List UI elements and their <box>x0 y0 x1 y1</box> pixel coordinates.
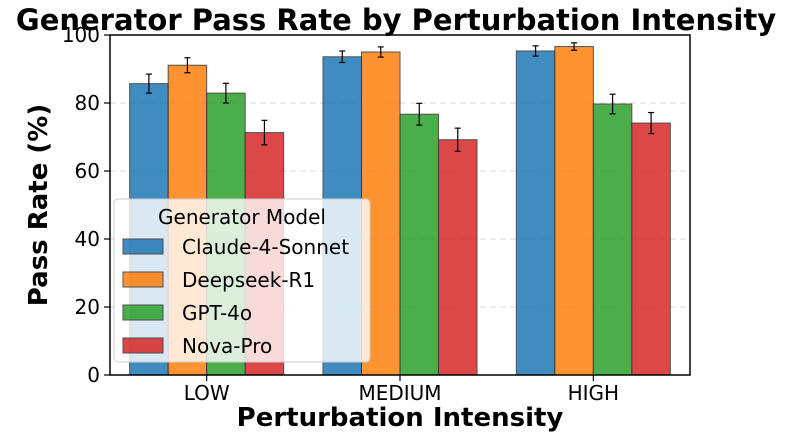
error-bar <box>532 45 539 57</box>
error-bar <box>339 50 346 64</box>
y-axis-label: Pass Rate (%) <box>24 104 54 306</box>
bar-gpt-4o-high <box>592 103 633 376</box>
x-tick-label: MEDIUM <box>358 381 441 405</box>
y-tick-label: 20 <box>75 295 100 319</box>
legend-label: Deepseek-R1 <box>182 268 315 292</box>
error-bar <box>648 111 655 135</box>
bar-nova-pro-medium <box>438 139 478 376</box>
error-bar <box>416 102 423 126</box>
x-tick-label: HIGH <box>568 381 619 405</box>
chart-title: Generator Pass Rate by Perturbation Inte… <box>16 3 776 37</box>
error-bar <box>261 119 268 146</box>
legend-title: Generator Model <box>158 205 326 229</box>
y-tick-label: 100 <box>62 23 100 47</box>
y-tick-label: 80 <box>75 91 100 115</box>
y-tick-label: 0 <box>87 363 100 387</box>
legend-label: Nova-Pro <box>182 334 272 358</box>
y-tick-label: 60 <box>75 159 100 183</box>
bar-nova-pro-high <box>631 122 671 376</box>
bar-claude-4-sonnet-high <box>515 50 556 376</box>
error-bar <box>454 127 461 152</box>
legend-swatch <box>122 304 164 321</box>
x-axis-label: Perturbation Intensity <box>237 403 564 433</box>
legend-label: Claude-4-Sonnet <box>182 235 349 259</box>
legend-box <box>113 198 371 363</box>
error-bar <box>571 42 578 51</box>
y-axis-ticks: 0 20 40 60 80 100 <box>62 23 110 387</box>
error-bar <box>609 93 616 115</box>
error-bars <box>145 42 655 152</box>
x-axis-ticks: LOW MEDIUM HIGH <box>184 375 619 405</box>
x-tick-label: LOW <box>184 381 230 405</box>
error-bar <box>145 73 152 94</box>
error-bar <box>377 46 384 58</box>
error-bar <box>184 57 191 74</box>
legend: Generator Model Claude-4-Sonnet Deepseek-… <box>113 198 371 363</box>
y-tick-label: 40 <box>75 227 100 251</box>
legend-swatch <box>122 238 164 255</box>
bar-deepseek-r1-high <box>554 46 594 376</box>
legend-label: GPT-4o <box>182 301 252 325</box>
legend-swatch <box>122 271 164 288</box>
error-bar <box>222 82 229 104</box>
legend-swatch <box>122 337 164 354</box>
bar-gpt-4o-medium <box>399 113 439 376</box>
